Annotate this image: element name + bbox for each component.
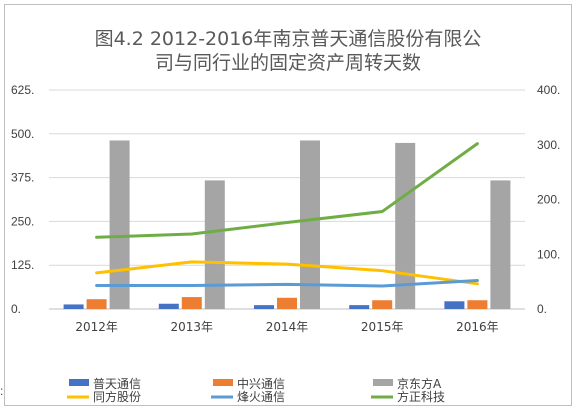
left-tick-label: 625. bbox=[11, 83, 34, 97]
chart-title-line-2: 司与同行业的固定资产周转天数 bbox=[155, 52, 421, 74]
right-tick-label: 200. bbox=[537, 193, 560, 207]
bar bbox=[467, 300, 488, 309]
left-tick-label: 500. bbox=[11, 127, 34, 141]
left-tick-label: 125. bbox=[11, 258, 34, 272]
series-line bbox=[95, 260, 479, 286]
legend-label: 烽火通信 bbox=[237, 390, 285, 404]
category-label: 2016年 bbox=[456, 320, 499, 334]
stray-colon: : bbox=[0, 384, 4, 398]
right-tick-label: 300. bbox=[537, 138, 560, 152]
legend-swatch bbox=[69, 379, 89, 386]
bar bbox=[395, 142, 416, 309]
left-tick-label: 0. bbox=[11, 302, 21, 316]
bar bbox=[254, 305, 274, 309]
bar bbox=[109, 140, 130, 309]
category-axis-labels: 2012年 2013年 2014年 2015年 2016年 bbox=[75, 320, 498, 334]
bar bbox=[63, 304, 84, 309]
right-tick-label: 100. bbox=[537, 247, 560, 261]
bar bbox=[204, 180, 225, 309]
legend-label: 同方股份 bbox=[93, 389, 141, 404]
series-line bbox=[95, 142, 479, 239]
legend-label: 中兴通信 bbox=[237, 376, 285, 391]
category-label: 2013年 bbox=[171, 320, 214, 334]
legend-label: 方正科技 bbox=[397, 389, 445, 404]
legend-label: 京东方A bbox=[397, 376, 442, 391]
bar bbox=[372, 300, 393, 309]
left-tick-label: 250. bbox=[11, 214, 34, 228]
series-line bbox=[95, 279, 479, 288]
category-label: 2015年 bbox=[361, 320, 404, 334]
bar bbox=[86, 299, 107, 309]
legend-swatch bbox=[373, 379, 393, 386]
bar bbox=[181, 297, 202, 309]
right-tick-label: 0. bbox=[537, 302, 547, 316]
legend-label: 普天通信 bbox=[93, 377, 141, 391]
left-tick-label: 375. bbox=[11, 171, 34, 185]
category-label: 2014年 bbox=[266, 320, 309, 334]
right-axis-ticks: 0. 100. 200. 300. 400. bbox=[537, 83, 560, 316]
bar bbox=[444, 301, 465, 309]
legend-swatch bbox=[213, 379, 233, 386]
right-tick-label: 400. bbox=[537, 83, 560, 97]
bar bbox=[277, 297, 297, 309]
bar bbox=[490, 180, 511, 309]
chart-title-line-1: 图4.2 2012-2016年南京普天通信股份有限公 bbox=[95, 28, 482, 50]
line-series-group bbox=[95, 142, 479, 288]
legend: 普天通信 中兴通信 京东方A 同方股份 烽火通信 方正科技 bbox=[67, 376, 445, 404]
bar-series-group bbox=[63, 140, 511, 309]
chart-canvas: 图4.2 2012-2016年南京普天通信股份有限公 司与同行业的固定资产周转天… bbox=[11, 28, 560, 404]
chart-frame: 图4.2 2012-2016年南京普天通信股份有限公 司与同行业的固定资产周转天… bbox=[4, 4, 572, 406]
chart-title: 图4.2 2012-2016年南京普天通信股份有限公 司与同行业的固定资产周转天… bbox=[95, 28, 482, 74]
category-label: 2012年 bbox=[75, 320, 118, 334]
left-axis-ticks: 0. 125. 250. 375. 500. 625. bbox=[11, 83, 34, 316]
bar bbox=[158, 303, 179, 309]
bar bbox=[349, 305, 370, 309]
